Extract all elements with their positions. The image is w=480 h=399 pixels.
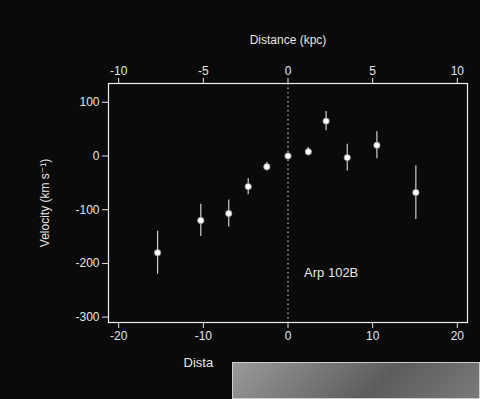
svg-text:20: 20 xyxy=(451,329,465,343)
svg-text:-5: -5 xyxy=(198,64,209,78)
svg-text:100: 100 xyxy=(79,95,99,109)
svg-text:Dista: Dista xyxy=(184,355,214,370)
svg-text:0: 0 xyxy=(285,64,292,78)
svg-text:10: 10 xyxy=(366,329,380,343)
svg-text:10: 10 xyxy=(451,64,465,78)
svg-text:Arp 102B: Arp 102B xyxy=(304,265,358,280)
svg-text:0: 0 xyxy=(285,329,292,343)
svg-text:5: 5 xyxy=(369,64,376,78)
svg-text:-10: -10 xyxy=(110,64,128,78)
svg-text:-10: -10 xyxy=(195,329,213,343)
svg-text:Velocity (km s⁻¹): Velocity (km s⁻¹) xyxy=(38,159,52,247)
svg-text:Distance (kpc): Distance (kpc) xyxy=(250,33,327,47)
svg-text:-20: -20 xyxy=(110,329,128,343)
svg-text:0: 0 xyxy=(93,149,100,163)
svg-text:-200: -200 xyxy=(75,256,99,270)
svg-text:-300: -300 xyxy=(75,310,99,324)
svg-text:-100: -100 xyxy=(75,203,99,217)
